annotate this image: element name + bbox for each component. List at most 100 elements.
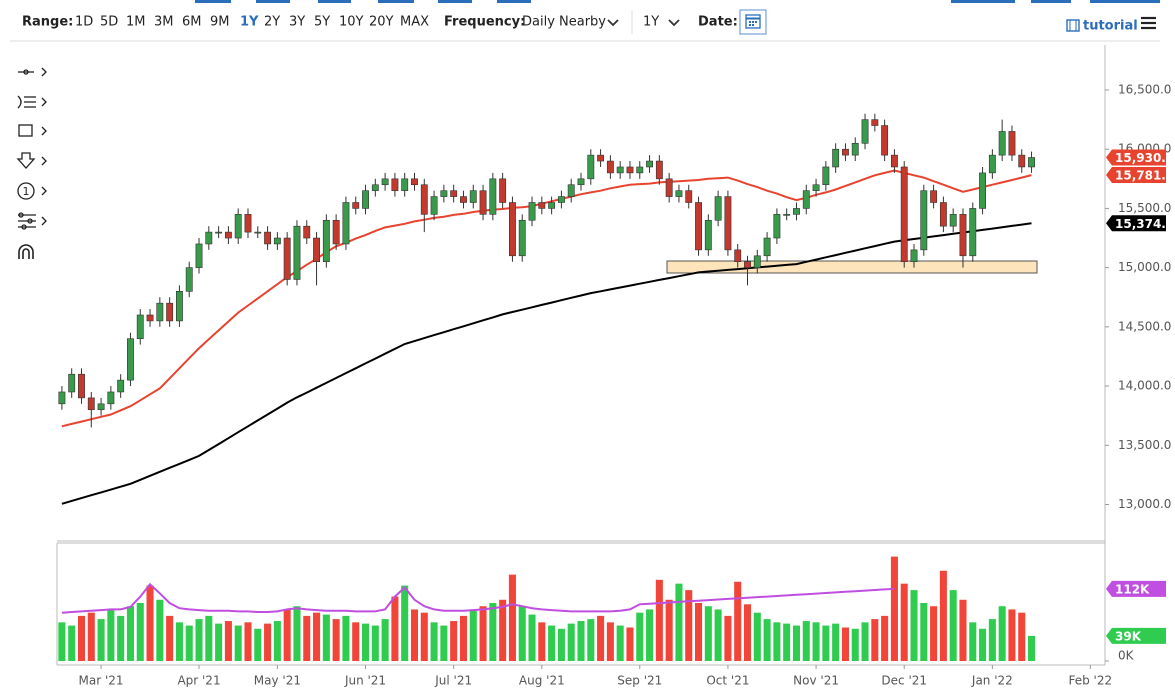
candle-body [616,166,624,174]
range-button[interactable]: 9M [210,15,230,30]
value-marker [1106,167,1166,184]
volume-bar [126,606,134,661]
candle-body [842,148,849,156]
tool-levels[interactable] [18,212,47,230]
candle-body [185,267,193,292]
candle-body [313,237,320,263]
candle-body [744,261,751,268]
volume-bar [636,612,644,661]
candle-body [939,202,947,227]
menu-button[interactable] [1141,16,1156,30]
volume-bar [1008,609,1016,661]
candle-body [900,166,908,263]
candle-body [175,291,183,322]
volume-bar [577,621,585,661]
volume-bar [783,623,791,661]
volume-bar [68,625,76,661]
tool-line[interactable] [18,67,47,77]
volume-bar [704,606,712,661]
volume-bar [773,622,781,661]
date-label: Date: [698,15,738,30]
volume-average-line [61,582,895,614]
candle-body [78,373,85,399]
candle-body [264,231,272,245]
range-button[interactable]: 1D [75,15,93,30]
candle-body [1008,131,1016,156]
value-marker-label: 39K [1115,629,1142,643]
volume-bar [254,628,262,661]
volume-bar [391,596,399,661]
range-button[interactable]: MAX [400,15,429,30]
range-button[interactable]: 1Y [240,15,259,30]
volume-bar [626,627,634,661]
candle-body [156,302,164,322]
frequency-select[interactable]: Daily Nearby [522,15,606,30]
candle-body [401,178,409,191]
candle-body [518,219,526,257]
candle-body [871,119,879,126]
x-tick-label: Nov '21 [793,674,839,688]
candle-body [724,196,732,251]
period-select[interactable]: 1Y [643,15,659,30]
y-tick-label: 14,000.0 [1118,379,1171,393]
tutorial-link[interactable]: tutorial [1083,19,1138,34]
volume-bar [832,623,840,661]
volume-bar [724,615,732,661]
range-button[interactable]: 20Y [369,15,394,30]
volume-bar [695,603,703,661]
candle-body [528,202,536,221]
tool-magnet[interactable] [18,244,34,259]
x-tick-label: Aug '21 [519,674,565,688]
candle-body [87,397,95,411]
candle-body [577,178,585,186]
x-tick-label: Sep '21 [617,674,662,688]
volume-bar [930,606,938,661]
tool-arrow[interactable] [16,152,47,169]
range-button[interactable]: 1M [126,15,146,30]
volume-bar [655,579,663,661]
candle-body [509,202,516,257]
volume-bar [322,614,330,661]
volume-bar [479,606,487,661]
candle-body [166,302,174,322]
volume-bar [58,622,66,661]
range-button[interactable]: 10Y [339,15,364,30]
candle-body [949,214,957,227]
volume-bar [264,623,272,661]
range-button[interactable]: 6M [182,15,202,30]
tool-rect[interactable] [18,124,47,137]
candle-body [822,166,830,186]
volume-bar [851,628,859,661]
calendar-button[interactable] [739,9,767,35]
tutorial-button[interactable]: tutorial [1066,19,1138,34]
volume-bar [1018,612,1026,661]
volume-bar [646,609,654,661]
range-button[interactable]: 2Y [264,15,280,30]
range-button[interactable]: 3Y [289,15,305,30]
chevron[interactable] [607,19,619,27]
y-tick-label: 16,500.0 [1118,83,1171,97]
volume-bar [518,606,526,661]
candle-body [646,160,653,168]
candle-body [391,178,399,191]
candle-body [626,166,634,174]
chart-frame [56,45,1106,666]
candle-body [910,249,918,263]
tool-fib[interactable] [17,95,47,109]
moving-average-line [61,222,1032,505]
volume-bar [224,621,232,661]
volume-bar [156,599,164,661]
chevron[interactable] [668,19,680,27]
candle-body [606,160,614,174]
volume-bar [303,615,311,661]
range-button[interactable]: 5D [100,15,118,30]
volume-bar [361,623,370,661]
range-button[interactable]: 5Y [314,15,330,30]
tool-number[interactable]: 1 [17,182,47,200]
range-button[interactable]: 3M [154,15,174,30]
candle-body [988,154,996,174]
candle-body [998,131,1006,156]
number-icon: 1 [23,185,30,198]
volume-bar [841,627,849,661]
